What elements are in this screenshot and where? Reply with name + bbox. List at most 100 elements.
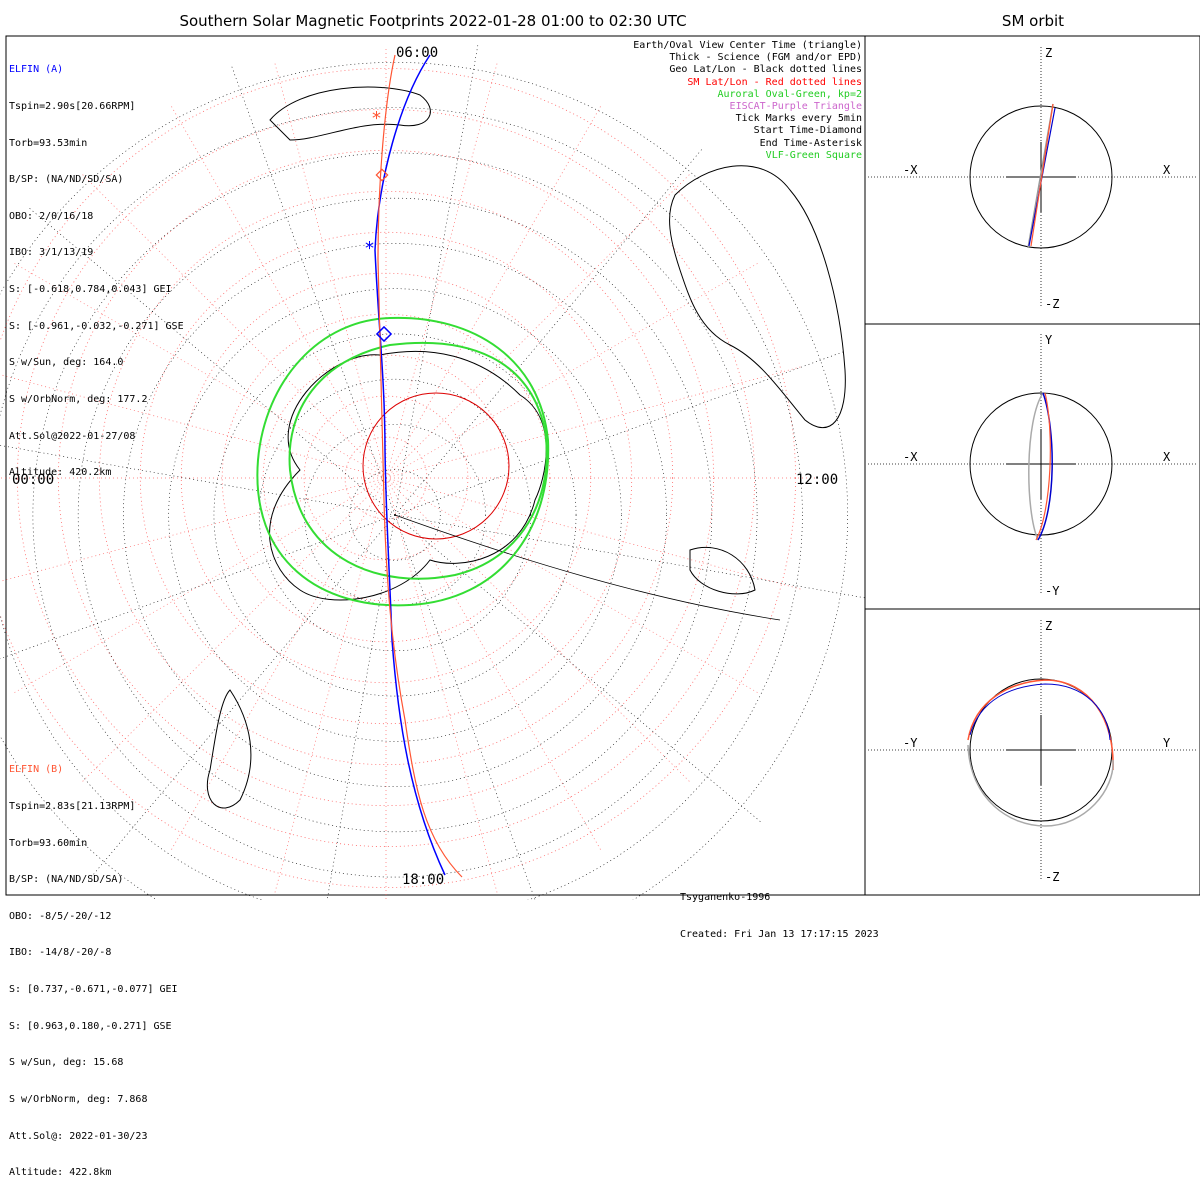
elfin-a-line: Altitude: 420.2km (9, 467, 112, 479)
axis-label-left: -X (903, 450, 918, 464)
geo-lat-circle (168, 288, 622, 742)
elfin-a-line: B/SP: (NA/ND/SD/SA) (9, 174, 124, 186)
mlt-label-right: 12:00 (796, 472, 838, 488)
sm-panel-xz-frame (864, 35, 1200, 325)
elfin-a-end-asterisk: * (365, 238, 374, 259)
legend-item: VLF-Green Square (765, 149, 862, 161)
sm-lon-line (0, 477, 387, 582)
geo-lat-circle (258, 378, 532, 652)
geo-lat-circle (0, 62, 848, 900)
geo-lon-line (394, 514, 536, 900)
sm-lon-line (274, 477, 387, 894)
axis-label-right: X (1163, 450, 1171, 464)
axis-label-bottom: -Z (1045, 297, 1059, 311)
elfin-b-orbit (967, 679, 1114, 771)
legend-item: SM Lat/Lon - Red dotted lines (687, 76, 862, 88)
geo-lon-line (230, 63, 396, 516)
elfin-a-track (374, 54, 446, 876)
elfin-b-orbit (1030, 103, 1054, 247)
mlt-label-left: 00:00 (12, 472, 54, 488)
sm-orbit-panel-yz: Z -Z -Y Y (868, 619, 1198, 884)
sm-lat-circle (262, 354, 510, 602)
sm-orbit-panel-xy: Y -Y -X X (868, 333, 1198, 598)
elfin-a-orbit (1037, 392, 1053, 541)
elfin-a-line: S: [-0.961,-0.032,-0.271] GSE (9, 320, 184, 332)
sm-pole-circle (362, 392, 510, 540)
elfin-a-line: S w/OrbNorm, deg: 177.2 (9, 393, 148, 405)
sm-lon-line (385, 477, 498, 894)
antarctica-outline (269, 350, 547, 601)
elfin-b-line: S w/Sun, deg: 15.68 (9, 1057, 124, 1069)
footprint-figure: ** 06:00 00:00 12:00 18:00 Z-Z-X X Y-Y-X X… (0, 35, 1200, 900)
sm-lon-line (170, 477, 387, 851)
plot-title: Southern Solar Magnetic Footprints 2022-… (179, 12, 687, 30)
continent-outline (669, 165, 846, 429)
earth-circle (969, 105, 1113, 249)
sm-lon-line (385, 477, 691, 783)
sm-lon-line (385, 173, 691, 479)
elfin-a-line: Att.Sol@2022-01-27/08 (9, 430, 136, 442)
elfin-b-line: Altitude: 422.8km (9, 1167, 112, 1179)
elfin-a-line: OBO: 2/0/16/18 (9, 210, 94, 222)
sm-orbit-title: SM orbit (1001, 12, 1065, 30)
geo-lon-line (394, 350, 847, 516)
legend-item: Thick - Science (FGM and/or EPD) (669, 52, 862, 64)
elfin-a-orbit (969, 683, 1111, 741)
geo-lon-line (394, 42, 479, 516)
legend: Earth/Oval View Center Time (triangle) Th… (633, 40, 862, 162)
elfin-b-name: ELFIN (B) (9, 764, 64, 776)
legend-item: Geo Lat/Lon - Black dotted lines (669, 64, 862, 76)
axis-label-right: Y (1163, 736, 1171, 750)
geo-lat-circle (123, 243, 667, 787)
sm-lat-circle (98, 190, 674, 766)
geo-lon-line (394, 147, 704, 516)
legend-item: EISCAT-Purple Triangle (729, 101, 862, 113)
elfin-a-info: ELFIN (A) Tspin=2.90s[20.66RPM] Torb=93.… (9, 40, 184, 492)
orbit-track-gray (1028, 392, 1044, 541)
elfin-b-info: ELFIN (B) Tspin=2.83s[21.13RPM] Torb=93.… (9, 740, 178, 1192)
axis-label-right: X (1163, 163, 1171, 177)
geo-lon-line (0, 514, 396, 660)
geo-lat-circle (0, 107, 803, 900)
sm-lon-line (13, 477, 387, 694)
mlt-label-bottom: 18:00 (402, 872, 444, 888)
axis-label-top: Z (1045, 619, 1052, 633)
elfin-b-end-asterisk: * (372, 108, 381, 129)
sm-lon-line (385, 262, 759, 479)
footer: Tsyganenko-1996 Created: Fri Jan 13 17:1… (680, 868, 879, 953)
sm-lon-line (81, 477, 387, 783)
elfin-b-line: Att.Sol@: 2022-01-30/23 (9, 1130, 148, 1142)
auroral-oval-inner (288, 341, 548, 580)
elfin-b-line: OBO: -8/5/-20/-12 (9, 910, 112, 922)
legend-item: Start Time-Diamond (753, 125, 862, 137)
sm-lat-circle (139, 231, 633, 725)
elfin-b-line: S: [0.963,0.180,-0.271] GSE (9, 1020, 172, 1032)
sm-panel-yz-frame (864, 608, 1200, 896)
model-label: Tsyganenko-1996 (680, 892, 771, 904)
elfin-a-line: IBO: 3/1/13/19 (9, 247, 94, 259)
geo-lon-line (394, 514, 868, 599)
elfin-b-line: S: [0.737,-0.671,-0.077] GEI (9, 984, 178, 996)
sm-lat-circle (0, 68, 796, 888)
elfin-a-line: S w/Sun, deg: 164.0 (9, 357, 124, 369)
polar-map: ** (0, 42, 868, 900)
geo-line (394, 514, 781, 621)
island-outline (689, 546, 756, 595)
axis-label-left: -Y (903, 736, 918, 750)
continent-outline (269, 86, 431, 141)
geo-lon-line (326, 514, 396, 900)
elfin-a-start-diamond (375, 325, 393, 343)
sm-lat-circle (57, 149, 715, 807)
sm-lon-line (385, 477, 759, 694)
legend-item: Tick Marks every 5min (735, 113, 862, 125)
elfin-b-line: B/SP: (NA/ND/SD/SA) (9, 874, 124, 886)
elfin-a-line: Torb=93.53min (9, 137, 88, 149)
elfin-b-line: Torb=93.60min (9, 837, 88, 849)
axis-label-left: -X (903, 163, 918, 177)
geo-lat-circle (77, 197, 713, 833)
sm-orbit-panel-xz: Z -Z -X X (868, 46, 1198, 311)
elfin-a-line: S: [-0.618,0.784,0.043] GEI (9, 284, 172, 296)
elfin-b-line: IBO: -14/8/-20/-8 (9, 947, 112, 959)
sm-lon-line (170, 105, 387, 479)
axis-label-bottom: -Z (1045, 870, 1059, 884)
